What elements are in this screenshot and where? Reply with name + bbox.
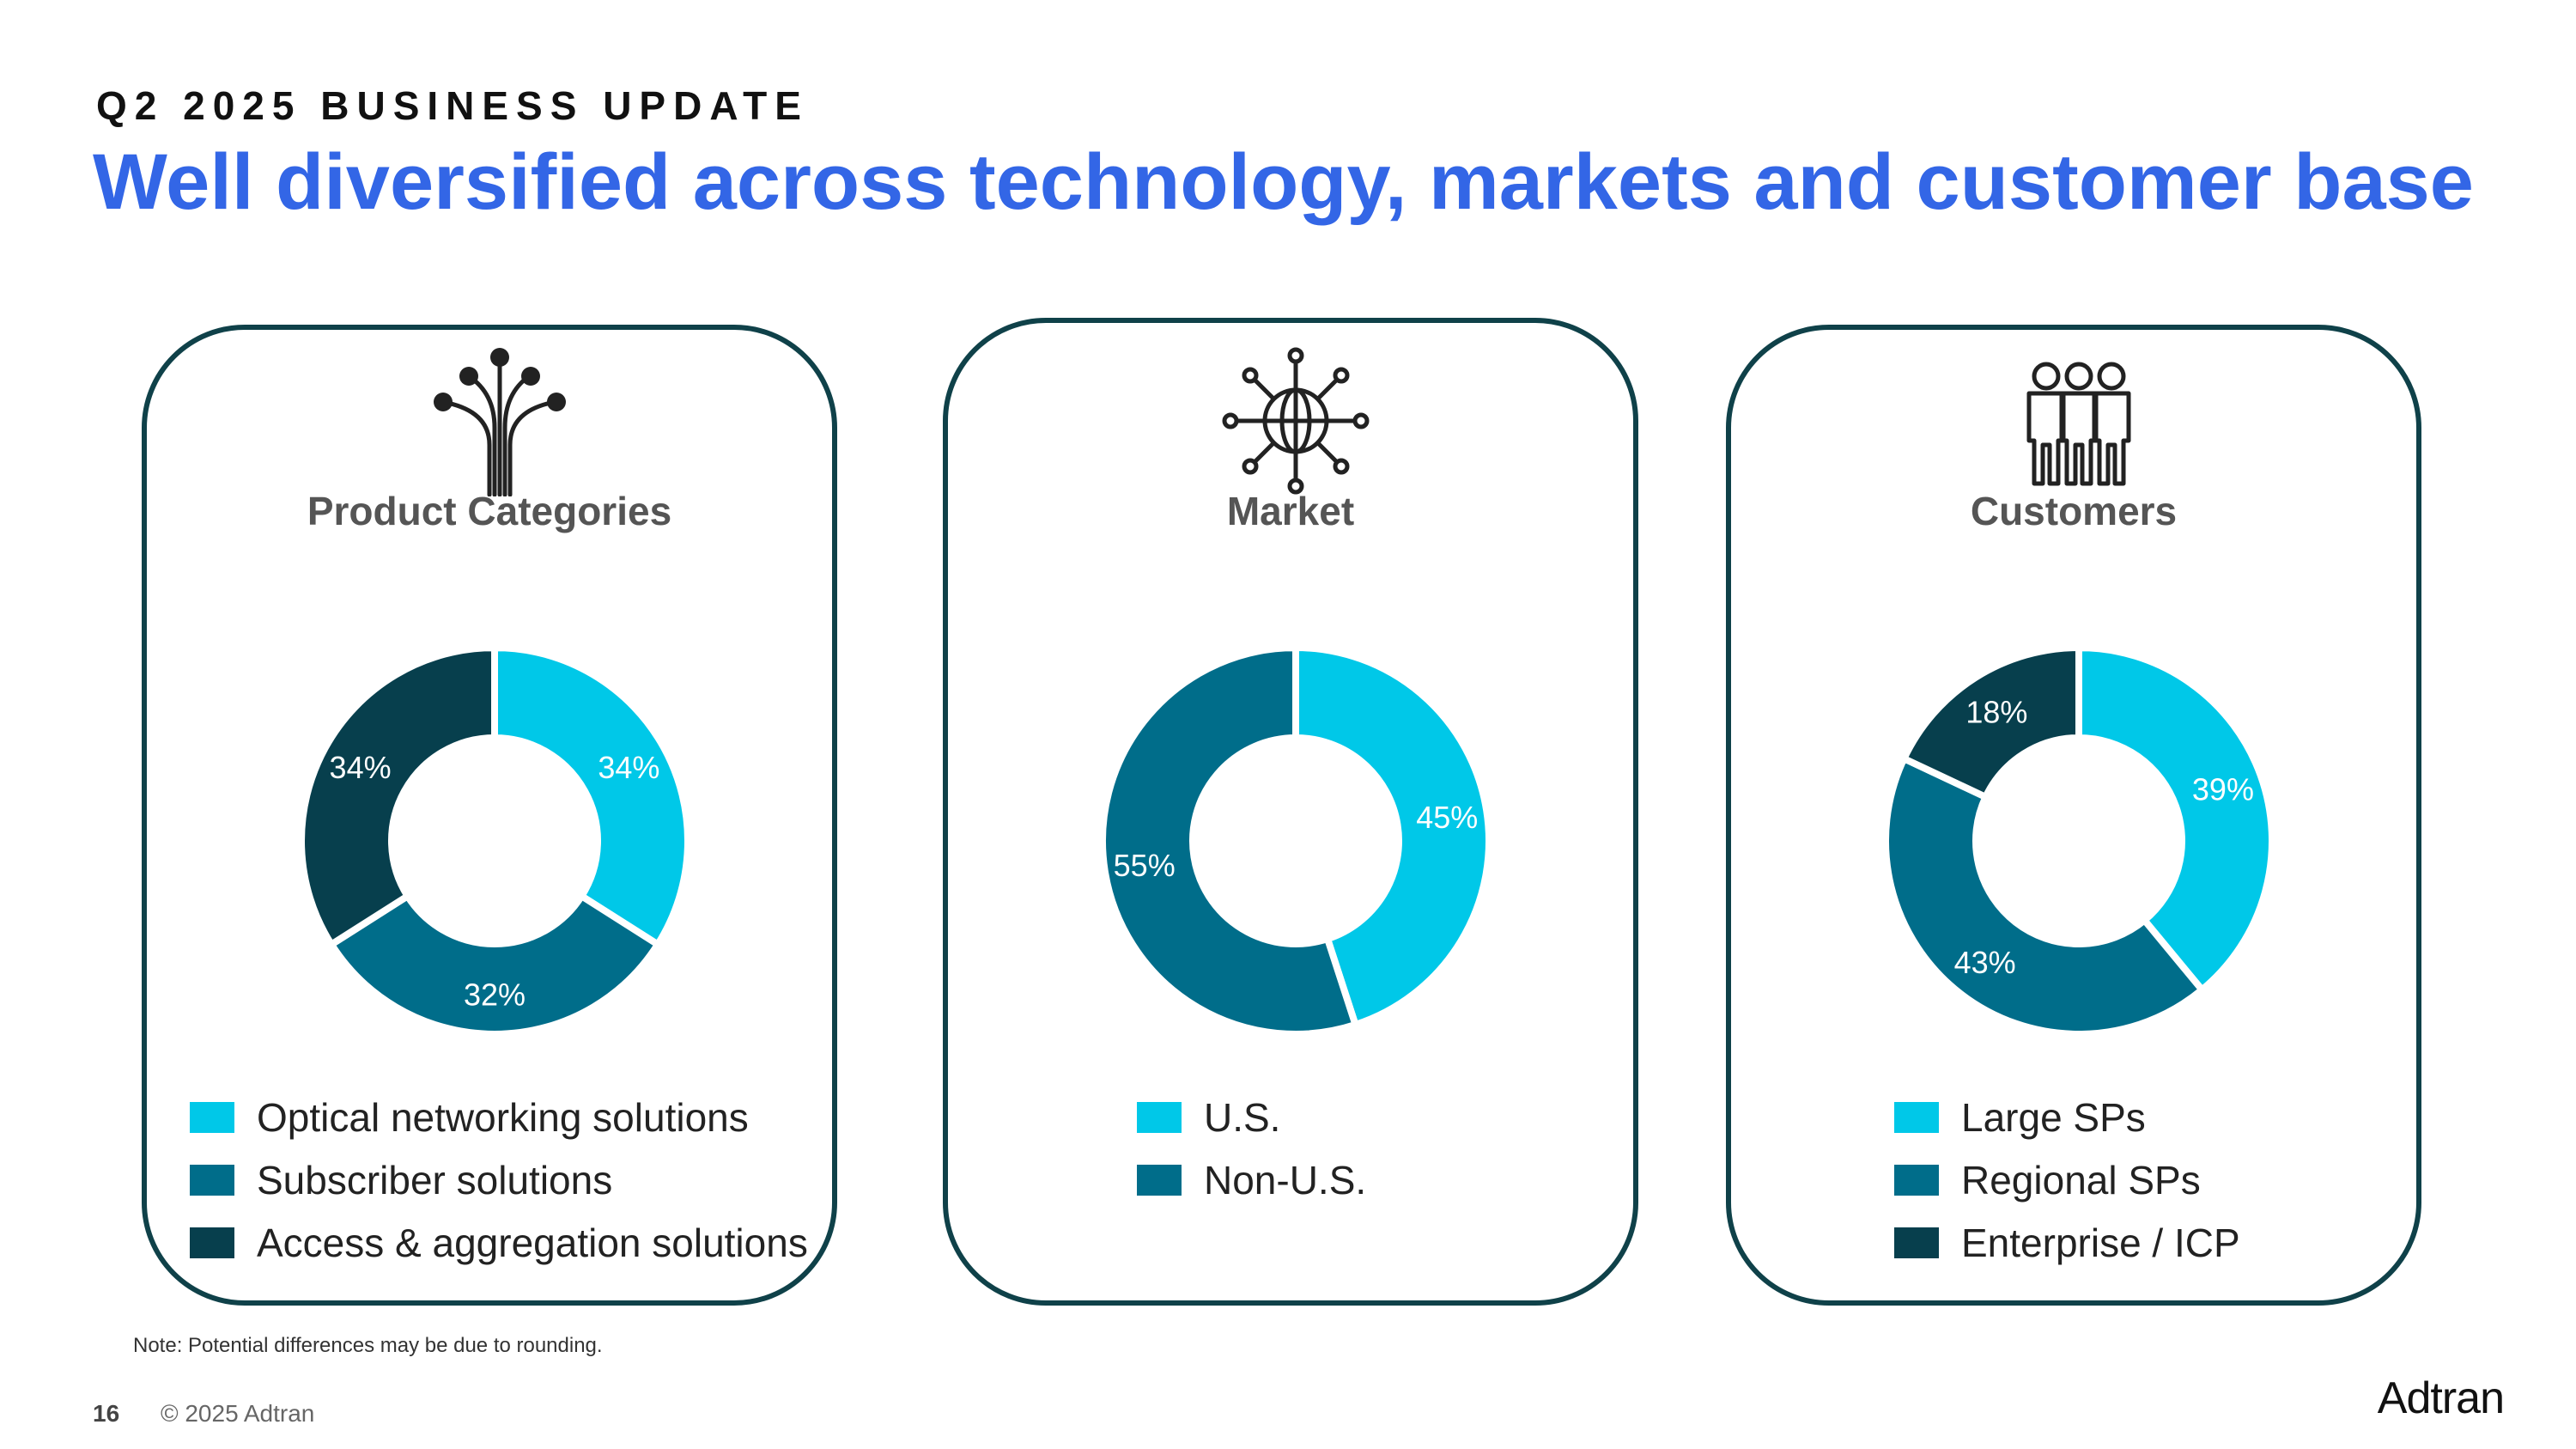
legend-label: Regional SPs <box>1961 1157 2201 1202</box>
legend-label: Non-U.S. <box>1204 1157 1367 1202</box>
product-categories-panel: Product Categories 34% 32% 34% Optical net… <box>142 325 837 1306</box>
slice-label: 32% <box>464 977 526 1013</box>
legend-item: Large SPs <box>1894 1086 2240 1148</box>
panel-heading: Market <box>1226 489 1355 533</box>
legend-item: Access & aggregation solutions <box>190 1211 808 1274</box>
legend-swatch <box>1894 1101 1939 1133</box>
donut-slice <box>1292 643 1492 1030</box>
legend-label: Optical networking solutions <box>257 1094 749 1140</box>
donut-slice <box>1899 643 2082 802</box>
slice-label: 34% <box>598 750 659 785</box>
product-categories-donut: 34% 32% 34% <box>298 643 691 1038</box>
legend-label: Large SPs <box>1961 1094 2146 1140</box>
page-number: 16 <box>93 1400 120 1427</box>
legend-label: Subscriber solutions <box>257 1157 613 1202</box>
copyright: © 2025 Adtran <box>160 1400 315 1427</box>
legend-swatch <box>190 1164 234 1196</box>
legend-label: Enterprise / ICP <box>1961 1220 2240 1265</box>
legend-swatch <box>190 1227 234 1258</box>
donut-slice <box>1099 643 1360 1038</box>
legend-label: Access & aggregation solutions <box>257 1220 808 1265</box>
legend: Optical networking solutions Subscriber … <box>190 1086 808 1274</box>
slice-label: 45% <box>1416 800 1478 835</box>
legend: U.S. Non-U.S. <box>1137 1086 1366 1211</box>
footer: 16 © 2025 Adtran <box>93 1400 314 1428</box>
legend-item: Regional SPs <box>1894 1148 2240 1211</box>
legend-item: U.S. <box>1137 1086 1366 1148</box>
legend-item: Subscriber solutions <box>190 1148 808 1211</box>
legend-label: U.S. <box>1204 1094 1281 1140</box>
section-kicker: Q2 2025 BUSINESS UPDATE <box>96 83 809 128</box>
legend-item: Enterprise / ICP <box>1894 1211 2240 1274</box>
panel-heading: Product Categories <box>307 489 672 533</box>
slice-label: 43% <box>1954 945 2016 980</box>
legend-swatch <box>190 1101 234 1133</box>
globe-network-icon <box>1222 347 1370 495</box>
panel-heading: Customers <box>1970 489 2178 533</box>
fiber-optic-icon <box>434 348 566 496</box>
market-donut: 45% 55% <box>1099 643 1492 1038</box>
legend-swatch <box>1137 1164 1182 1196</box>
donut-slice <box>2075 643 2275 995</box>
slice-label: 39% <box>2192 772 2254 807</box>
donut-slice <box>1882 753 2208 1038</box>
donut-slice <box>298 643 498 950</box>
slice-label: 18% <box>1965 694 2027 729</box>
legend-swatch <box>1894 1227 1939 1258</box>
legend-item: Non-U.S. <box>1137 1148 1366 1211</box>
customers-donut: 39% 43% 18% <box>1882 643 2275 1038</box>
footnote: Note: Potential differences may be due t… <box>133 1334 603 1357</box>
legend-item: Optical networking solutions <box>190 1086 808 1148</box>
legend-swatch <box>1894 1164 1939 1196</box>
donut-slice <box>491 643 691 950</box>
slice-label: 34% <box>330 750 392 785</box>
legend: Large SPs Regional SPs Enterprise / ICP <box>1894 1086 2240 1274</box>
market-panel: Market 45% 55% U.S. Non-U.S. <box>943 318 1638 1306</box>
donut-slice <box>326 891 663 1038</box>
adtran-logo: Adtran <box>2377 1373 2505 1423</box>
people-group-icon <box>2026 362 2131 486</box>
slice-label: 55% <box>1114 848 1176 883</box>
customers-panel: Customers 39% 43% 18% Large SPs Regional S… <box>1726 325 2421 1306</box>
page-title: Well diversified across technology, mark… <box>93 138 2474 226</box>
legend-swatch <box>1137 1101 1182 1133</box>
